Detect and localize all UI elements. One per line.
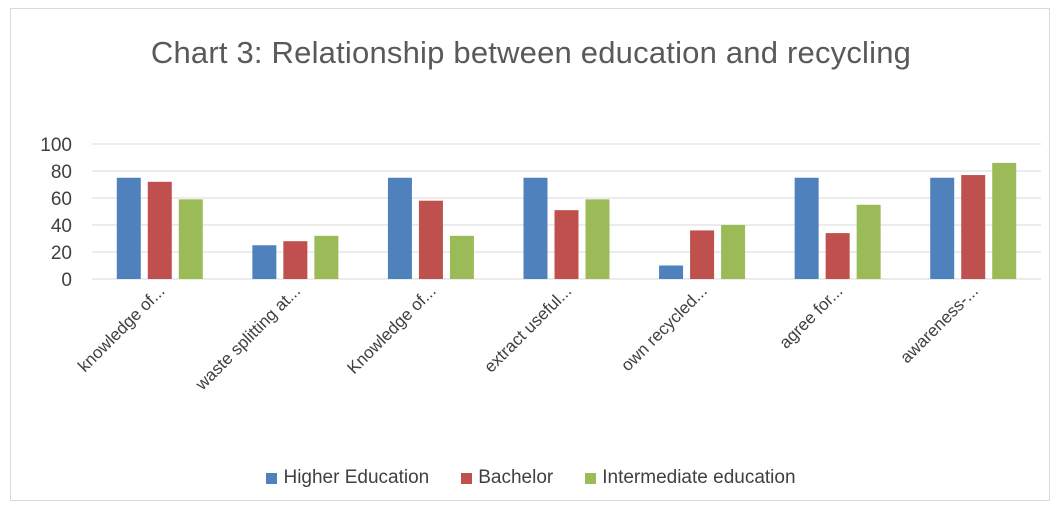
bar-2-bachelor [283,241,308,279]
bar-3-bachelor [418,200,443,279]
category-label-6: agree for... [776,281,847,352]
bar-7-intermediate-education [992,162,1017,279]
bar-5-bachelor [690,230,715,279]
category-label-1: knowledge of... [74,281,168,375]
category-label-7: awareness-... [896,281,982,367]
chart-plot: 0 20 40 60 80 100 knowledge of... waste splitti… [40,135,1041,394]
legend-item-bachelor: Bachelor [461,467,553,489]
bar-6-intermediate-education [856,204,881,279]
y-tick-label-20: 20 [51,243,72,264]
bar-1-bachelor [147,181,172,279]
legend-item-intermediate-education: Intermediate education [585,467,796,489]
y-tick-label-60: 60 [51,189,72,210]
legend-label-higher-education: Higher Education [283,467,430,488]
legend-swatch-higher-education [266,472,278,484]
legend-swatch-intermediate-education [585,472,597,484]
bar-4-bachelor [554,210,579,279]
bar-5-higher-education [659,265,684,279]
bar-6-bachelor [825,233,850,279]
category-label-4: extract useful... [480,281,575,376]
bar-4-intermediate-education [585,199,610,279]
bar-2-higher-education [252,245,277,279]
category-label-3: Knowledge of... [343,281,439,377]
bar-3-higher-education [387,177,412,279]
y-tick-label-100: 100 [40,135,72,156]
category-label-2: waste splitting at... [191,281,304,394]
category-label-5: own recycled... [617,281,711,375]
bar-1-intermediate-education [178,199,203,279]
legend-item-higher-education: Higher Education [266,467,429,489]
chart-title: Chart 3: Relationship between education … [150,35,912,70]
bar-7-higher-education [930,177,955,279]
bar-2-intermediate-education [314,235,339,279]
bar-5-intermediate-education [721,225,746,279]
y-tick-label-80: 80 [51,162,72,183]
bar-3-intermediate-education [449,235,474,279]
y-tick-label-0: 0 [61,270,72,291]
bar-1-higher-education [116,177,141,279]
legend-label-intermediate-education: Intermediate education [602,467,796,488]
y-tick-label-40: 40 [51,216,72,237]
bar-4-higher-education [523,177,548,279]
chart-frame: Chart 3: Relationship between education … [10,8,1050,501]
bar-7-bachelor [961,175,986,279]
legend-label-bachelor: Bachelor [478,467,554,488]
legend: Higher Education Bachelor Intermediate e… [11,467,1051,489]
bar-6-higher-education [794,177,819,279]
legend-swatch-bachelor [461,472,473,484]
